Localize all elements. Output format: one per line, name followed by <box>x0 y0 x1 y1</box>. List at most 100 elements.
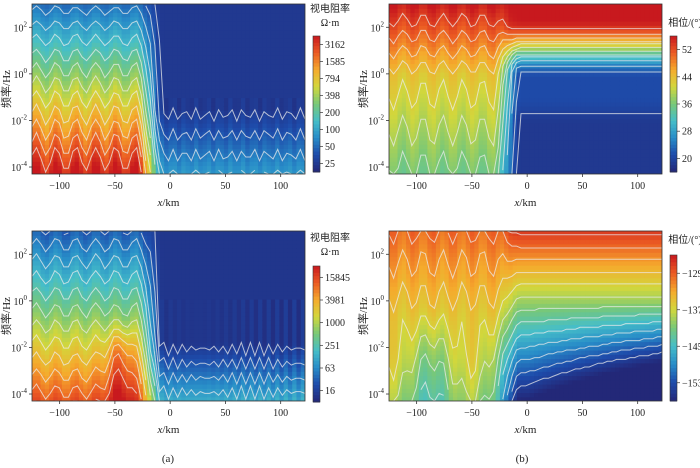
colorbar-tick-label: 794 <box>325 74 340 85</box>
heatmap-cell <box>181 169 187 174</box>
heatmap-cell <box>266 165 272 171</box>
heatmap-cell <box>262 55 268 60</box>
heatmap-cell <box>423 50 428 56</box>
heatmap-cell <box>504 169 510 174</box>
heatmap-cell <box>113 169 118 174</box>
y-tick-label: 102 <box>14 20 28 34</box>
heatmap-cell <box>283 106 289 111</box>
heatmap-cell <box>542 8 548 14</box>
heatmap-cell <box>444 55 450 60</box>
heatmap-cell <box>44 152 50 158</box>
heatmap-cell <box>40 4 46 9</box>
heatmap-cell <box>108 89 114 94</box>
heatmap-cell <box>397 25 403 31</box>
heatmap-cell <box>262 72 268 77</box>
heatmap-cell <box>130 101 135 107</box>
heatmap-cell <box>40 76 46 82</box>
heatmap-cell <box>448 16 454 22</box>
heatmap-cell <box>534 89 539 94</box>
heatmap-cell <box>270 50 276 56</box>
heatmap-cell <box>159 67 165 73</box>
heatmap-cell <box>249 21 255 26</box>
heatmap-cell <box>275 50 281 56</box>
heatmap-cell <box>551 114 556 120</box>
heatmap-cell <box>474 157 480 162</box>
heatmap-cell <box>478 16 484 22</box>
heatmap-cell <box>516 50 522 56</box>
heatmap-cell <box>563 8 569 14</box>
heatmap-cell <box>142 144 148 150</box>
heatmap-cell <box>576 33 582 39</box>
heatmap-cell <box>70 169 76 174</box>
heatmap-cell <box>444 76 450 82</box>
heatmap-cell <box>266 161 272 167</box>
heatmap-cell <box>95 50 101 56</box>
heatmap-cell <box>134 127 140 133</box>
heatmap-cell <box>292 127 298 133</box>
heatmap-cell <box>546 101 552 107</box>
heatmap-cell <box>74 165 80 171</box>
heatmap-cell <box>427 42 433 48</box>
heatmap-cell <box>593 42 599 48</box>
heatmap-cell <box>70 89 76 94</box>
heatmap-cell <box>401 55 407 60</box>
heatmap-cell <box>521 144 527 150</box>
heatmap-cell <box>461 157 467 162</box>
heatmap-cell <box>159 42 165 48</box>
heatmap-cell <box>619 169 625 174</box>
heatmap-cell <box>431 110 437 116</box>
heatmap-cell <box>130 76 135 82</box>
heatmap-cell <box>580 148 586 154</box>
heatmap-cell <box>525 144 531 150</box>
heatmap-cell <box>113 97 118 103</box>
heatmap-cell <box>113 4 118 9</box>
heatmap-cell <box>572 114 578 120</box>
heatmap-cell <box>258 59 263 65</box>
heatmap-cell <box>474 25 480 31</box>
heatmap-cell <box>32 161 37 167</box>
heatmap-cell <box>83 161 89 167</box>
heatmap-cell <box>406 127 411 133</box>
heatmap-cell <box>241 42 246 48</box>
heatmap-cell <box>206 127 212 133</box>
heatmap-cell <box>236 63 242 69</box>
heatmap-cell <box>397 118 403 124</box>
heatmap-cell <box>245 25 251 31</box>
heatmap-cell <box>563 118 569 124</box>
heatmap-cell <box>563 4 569 9</box>
heatmap-cell <box>181 76 187 82</box>
heatmap-cell <box>410 118 416 124</box>
heatmap-cell <box>66 152 71 158</box>
heatmap-cell <box>134 55 140 60</box>
heatmap-cell <box>521 38 527 43</box>
heatmap-cell <box>74 12 80 18</box>
heatmap-cell <box>418 106 424 111</box>
heatmap-cell <box>568 29 574 35</box>
heatmap-cell <box>435 8 441 14</box>
heatmap-cell <box>593 118 599 124</box>
heatmap-cell <box>279 67 285 73</box>
heatmap-cell <box>401 114 407 120</box>
heatmap-cell <box>108 4 114 9</box>
heatmap-cell <box>636 97 642 103</box>
heatmap-cell <box>134 50 140 56</box>
heatmap-cell <box>580 21 586 26</box>
heatmap-cell <box>151 59 157 65</box>
heatmap-cell <box>228 72 234 77</box>
heatmap-cell <box>615 42 620 48</box>
heatmap-cell <box>580 76 586 82</box>
heatmap-cell <box>219 80 225 86</box>
heatmap-cell <box>393 8 399 14</box>
heatmap-cell <box>393 33 399 39</box>
heatmap-cell <box>185 55 191 60</box>
heatmap-cell <box>130 16 135 22</box>
heatmap-cell <box>32 165 37 171</box>
heatmap-cell <box>283 157 289 162</box>
heatmap-cell <box>521 140 527 145</box>
heatmap-cell <box>66 161 71 167</box>
heatmap-cell <box>495 59 501 65</box>
heatmap-cell <box>185 148 191 154</box>
heatmap-cell <box>444 29 450 35</box>
heatmap-cell <box>491 131 497 137</box>
heatmap-cell <box>431 4 437 9</box>
